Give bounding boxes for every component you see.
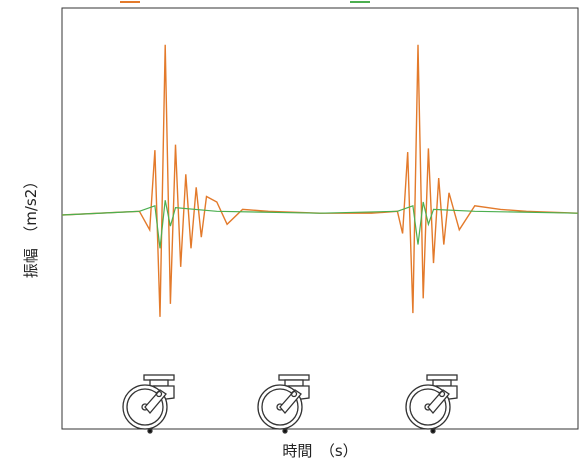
caster-wheel-icon bbox=[122, 374, 175, 434]
series-line-2 bbox=[61, 200, 579, 249]
series-layer bbox=[61, 44, 579, 317]
series-line-1 bbox=[61, 44, 579, 317]
x-axis-label: 時間 （s） bbox=[282, 442, 357, 460]
caster-wheel-icon bbox=[405, 374, 458, 434]
plot-area-frame bbox=[61, 7, 579, 430]
caster-wheel-icon bbox=[257, 374, 310, 434]
caster-layer bbox=[122, 374, 458, 434]
y-axis-label: 振幅 （m/s2） bbox=[22, 174, 40, 279]
